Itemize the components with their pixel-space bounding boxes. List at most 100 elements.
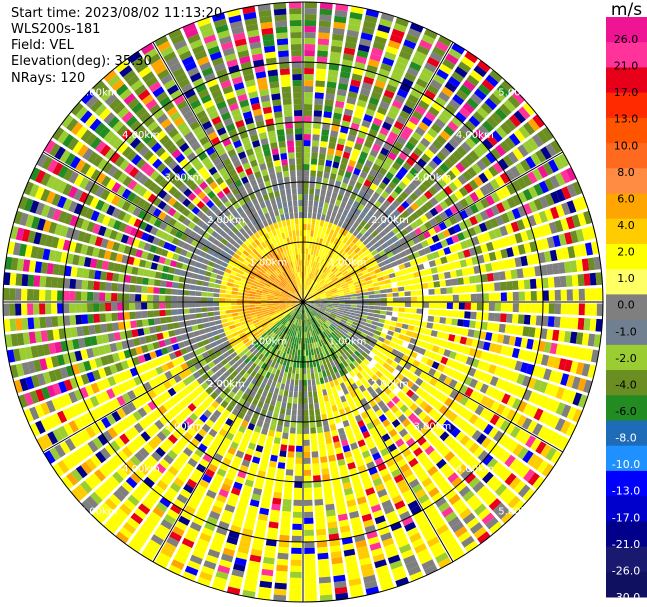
- gate-cell: [322, 246, 328, 253]
- gate-cell: [406, 66, 419, 77]
- gate-cell: [494, 175, 505, 187]
- gate-cell: [385, 171, 394, 181]
- gate-cell: [347, 134, 356, 142]
- gate-cell: [363, 373, 371, 381]
- gate-cell: [545, 143, 557, 157]
- gate-cell: [466, 97, 479, 110]
- gate-cell: [385, 423, 394, 433]
- gate-cell: [443, 408, 453, 419]
- gate-cell: [350, 309, 357, 313]
- gate-cell: [318, 319, 323, 326]
- gate-cell: [308, 272, 311, 279]
- gate-cell: [382, 396, 391, 405]
- gate-cell: [410, 351, 418, 359]
- gate-cell: [343, 326, 350, 332]
- gate-cell: [231, 287, 239, 292]
- gate-cell: [383, 246, 392, 254]
- gate-cell: [166, 274, 174, 281]
- gate-cell: [377, 322, 384, 328]
- gate-cell: [424, 445, 435, 456]
- gate-cell: [462, 422, 473, 434]
- gate-cell: [528, 266, 536, 277]
- gate-cell: [345, 365, 352, 373]
- gate-cell: [363, 215, 371, 223]
- gate-cell: [153, 310, 160, 317]
- gate-cell: [375, 172, 384, 181]
- gate-cell: [15, 273, 23, 286]
- gate-cell: [309, 273, 313, 280]
- gate-cell: [345, 342, 352, 349]
- gate-cell: [540, 444, 552, 458]
- gate-cell: [409, 313, 417, 320]
- gate-cell: [369, 182, 378, 191]
- gate-cell: [198, 328, 206, 335]
- gate-cell: [387, 40, 401, 50]
- gate-cell: [361, 351, 368, 358]
- gate-cell: [346, 96, 357, 105]
- gate-cell: [279, 450, 287, 458]
- gate-cell: [377, 152, 387, 162]
- gate-cell: [326, 387, 333, 395]
- gate-cell: [385, 136, 396, 146]
- gate-cell: [328, 203, 334, 211]
- gate-cell: [428, 302, 435, 309]
- gate-cell: [88, 325, 96, 335]
- gate-cell: [436, 442, 447, 453]
- gate-cell: [217, 270, 225, 276]
- gate-cell: [469, 275, 476, 284]
- gate-cell: [353, 142, 363, 151]
- gate-cell: [149, 326, 157, 334]
- gate-cell: [327, 270, 333, 277]
- gate-cell: [307, 305, 313, 310]
- gate-cell: [587, 333, 596, 347]
- gate-cell: [438, 91, 451, 103]
- gate-cell: [408, 136, 419, 147]
- gate-cell: [304, 589, 317, 596]
- gate-cell: [408, 278, 416, 285]
- gate-cell: [404, 348, 413, 356]
- gate-cell: [415, 467, 426, 478]
- gate-cell: [106, 323, 114, 332]
- gate-cell: [352, 116, 362, 125]
- gate-cell: [478, 172, 489, 184]
- gate-cell: [341, 59, 353, 67]
- gate-cell: [249, 299, 256, 302]
- gate-cell: [316, 262, 320, 269]
- gate-cell: [363, 273, 371, 278]
- gate-cell: [334, 106, 344, 114]
- gate-cell: [280, 383, 286, 390]
- gate-cell: [446, 287, 453, 294]
- gate-cell: [33, 289, 40, 301]
- gate-cell: [334, 281, 341, 286]
- gate-cell: [419, 39, 433, 51]
- gate-cell: [337, 311, 344, 315]
- gate-cell: [391, 433, 401, 443]
- gate-cell: [579, 347, 588, 361]
- gate-cell: [581, 332, 590, 346]
- gate-cell: [362, 238, 370, 246]
- gate-cell: [295, 445, 303, 452]
- gate-cell: [379, 127, 390, 136]
- gate-cell: [448, 244, 457, 253]
- gate-cell: [552, 263, 560, 275]
- gate-cell: [589, 318, 597, 332]
- gate-cell: [575, 228, 585, 242]
- gate-cell: [314, 305, 321, 308]
- gate-cell: [291, 373, 296, 380]
- gate-cell: [367, 58, 380, 68]
- gate-cell: [153, 317, 161, 325]
- gate-cell: [486, 322, 494, 331]
- gate-cell: [499, 420, 511, 432]
- gate-cell: [559, 275, 567, 288]
- gate-cell: [401, 448, 412, 458]
- gate-cell: [560, 373, 570, 386]
- gate-cell: [445, 317, 453, 325]
- gate-cell: [482, 253, 491, 263]
- gate-cell: [344, 145, 353, 154]
- gate-cell: [174, 268, 182, 276]
- gate-cell: [383, 226, 392, 234]
- gate-cell: [470, 302, 477, 311]
- gate-cell: [203, 322, 211, 328]
- gate-cell: [329, 216, 335, 224]
- gate-cell: [421, 67, 434, 78]
